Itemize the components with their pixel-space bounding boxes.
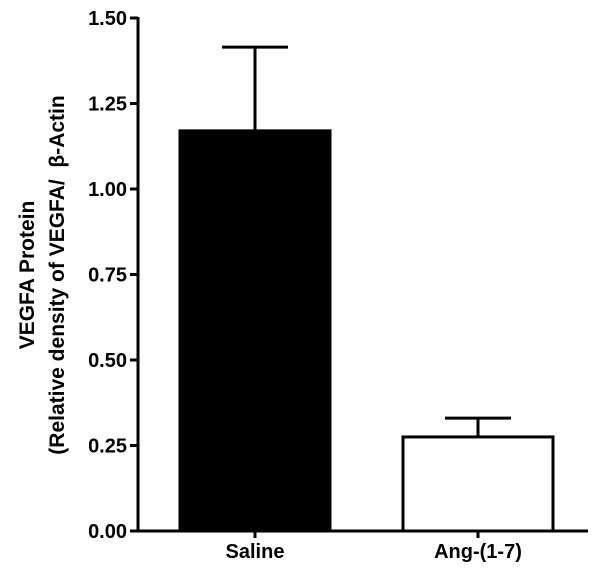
x-axis: Saline Ang-(1-7) bbox=[138, 529, 588, 563]
y-axis: 0.00 0.25 0.50 0.75 1.00 1.25 1.50 bbox=[88, 8, 140, 543]
error-bars bbox=[222, 45, 511, 437]
y-tick-label: 0.75 bbox=[88, 265, 127, 287]
y-axis-title-line-2: (Relative density of VEGFA/ β-Actin bbox=[46, 95, 69, 454]
y-tick-label: 1.50 bbox=[88, 8, 127, 30]
y-axis-title-line-1: VEGFA Protein bbox=[16, 201, 39, 350]
y-tick-label: 0.50 bbox=[88, 350, 127, 372]
y-tick-label: 1.00 bbox=[88, 179, 127, 201]
bar-saline bbox=[178, 129, 332, 533]
x-tick-label-ang-1-7: Ang-(1-7) bbox=[434, 541, 522, 563]
y-axis-title: VEGFA Protein (Relative density of VEGFA… bbox=[16, 95, 69, 454]
bar-ang-1-7 bbox=[401, 435, 555, 533]
x-tick-label-saline: Saline bbox=[226, 541, 285, 563]
y-tick-label: 0.25 bbox=[88, 436, 127, 458]
y-tick-label: 0.00 bbox=[88, 521, 127, 543]
bars bbox=[178, 129, 555, 533]
y-tick-label: 1.25 bbox=[88, 94, 127, 116]
